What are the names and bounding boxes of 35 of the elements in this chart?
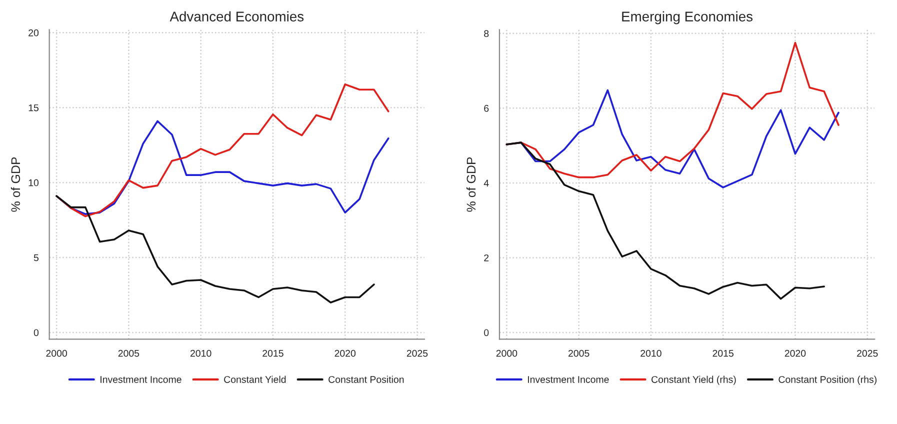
x-tick-label: 2015 bbox=[262, 350, 284, 357]
y-tick-label: 20 bbox=[28, 29, 39, 36]
y-axis-title: % of GDP bbox=[466, 157, 476, 212]
y-tick-label: 15 bbox=[28, 104, 39, 112]
x-tick-label: 2025 bbox=[406, 350, 428, 357]
y-tick-label: 6 bbox=[484, 104, 489, 112]
x-tick-label: 2015 bbox=[712, 350, 734, 357]
y-tick-label: 4 bbox=[484, 180, 489, 186]
x-tick-label: 2005 bbox=[568, 350, 590, 357]
y-tick-label: 8 bbox=[484, 30, 489, 38]
x-tick-label: 2020 bbox=[334, 350, 356, 357]
x-tick-label: 2000 bbox=[46, 350, 67, 357]
line-series bbox=[506, 142, 825, 300]
line-series bbox=[56, 83, 390, 218]
y-tick-label: 2 bbox=[484, 254, 489, 262]
x-tick-label: 2025 bbox=[857, 350, 878, 357]
legend-label: Investment Income bbox=[528, 376, 609, 383]
x-tick-label: 2010 bbox=[190, 350, 212, 357]
legend-label: Constant Yield bbox=[224, 376, 286, 383]
y-tick-label: 0 bbox=[34, 329, 39, 336]
legend-label: Investment Income bbox=[100, 376, 182, 383]
y-axis-title: % of GDP bbox=[10, 157, 20, 212]
legend-label: Constant Yield (rhs) bbox=[652, 376, 736, 385]
chart-title: Emerging Economies bbox=[622, 11, 753, 24]
x-tick-label: 2020 bbox=[784, 350, 806, 357]
line-series bbox=[56, 195, 375, 304]
x-tick-label: 2000 bbox=[496, 350, 518, 357]
legend-label: Constant Position (rhs) bbox=[778, 376, 876, 385]
legend-label: Constant Position bbox=[328, 376, 404, 383]
y-tick-label: 5 bbox=[34, 254, 39, 262]
chart-title: Advanced Economies bbox=[170, 11, 304, 22]
y-tick-label: 10 bbox=[28, 179, 39, 186]
y-tick-label: 0 bbox=[484, 329, 489, 336]
x-tick-label: 2005 bbox=[118, 350, 140, 357]
x-tick-label: 2010 bbox=[640, 350, 662, 357]
